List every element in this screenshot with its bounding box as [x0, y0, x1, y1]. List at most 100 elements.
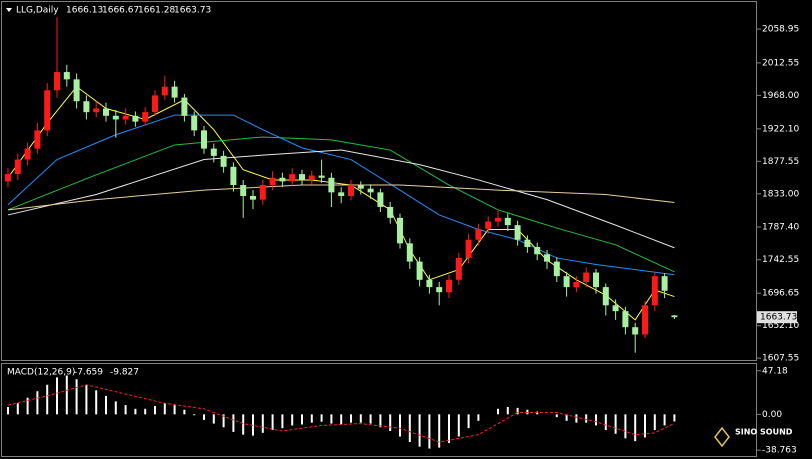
candle-body — [514, 225, 521, 240]
candle-body — [83, 101, 90, 113]
macd-bar — [154, 406, 156, 415]
y-tick-label: 1607.55 — [762, 354, 799, 364]
candle-body — [642, 305, 648, 335]
macd-bar — [105, 395, 107, 415]
macd-bar — [428, 414, 431, 449]
macd-bar — [212, 414, 215, 424]
indicator-line — [7, 136, 675, 273]
y-tick-label: 1968.00 — [762, 91, 799, 101]
macd-bar — [85, 384, 88, 415]
macd-bar — [75, 379, 78, 415]
y-tick-label: 2058.95 — [762, 25, 799, 35]
macd-bar — [673, 414, 676, 422]
macd-bar — [575, 414, 578, 423]
candle-body — [93, 108, 100, 113]
candle-body — [583, 272, 590, 283]
macd-bar — [408, 414, 411, 443]
candle-body — [426, 279, 433, 288]
candle-body — [553, 261, 560, 277]
candle-body — [122, 115, 129, 120]
candle-body — [602, 287, 609, 306]
macd-bar — [46, 384, 49, 415]
candle-body — [279, 177, 286, 182]
header-arrow — [6, 8, 12, 12]
macd-title: MACD(12,26,9) — [7, 368, 75, 378]
macd-bar — [457, 414, 460, 437]
candle-body — [201, 130, 207, 149]
macd-bar — [26, 397, 29, 415]
macd-signal-value: -9.827 — [110, 368, 139, 378]
macd-bar — [232, 414, 235, 432]
macd-bar — [369, 414, 372, 424]
candle-body — [563, 276, 570, 288]
candle-body — [573, 282, 580, 288]
candle-body — [142, 112, 149, 122]
candle-body — [210, 148, 217, 156]
y-tick-label: 47.18 — [762, 366, 788, 376]
candle-body — [377, 192, 384, 207]
macd-value: -7.659 — [74, 368, 103, 378]
candle-body — [387, 206, 394, 218]
macd-bar — [497, 408, 499, 415]
candle-body — [446, 279, 452, 293]
candle-body — [406, 243, 413, 262]
macd-bar — [448, 414, 450, 443]
macd-bar — [16, 403, 19, 415]
candle-body — [152, 95, 158, 113]
candle-body — [504, 217, 511, 226]
candle-body — [103, 108, 109, 116]
macd-bar — [242, 414, 245, 435]
macd-bar — [663, 414, 666, 426]
candle-body — [191, 115, 198, 131]
logo-diamond — [714, 426, 730, 448]
y-tick-label: 2012.55 — [762, 58, 799, 68]
candle-body — [161, 86, 168, 96]
macd-bar — [222, 414, 225, 428]
candle-body — [671, 315, 678, 318]
macd-bar — [95, 390, 98, 415]
header-low: 1661.28 — [138, 6, 175, 16]
y-tick-label: 1877.55 — [762, 157, 799, 167]
candle-body — [269, 177, 276, 186]
macd-bar — [438, 414, 441, 448]
macd-bar — [565, 414, 568, 421]
y-tick-label: 1696.65 — [762, 289, 799, 299]
candle-body — [230, 166, 237, 186]
macd-bar — [604, 414, 607, 431]
macd-bar — [516, 407, 519, 415]
macd-bar — [624, 414, 627, 439]
candle-body — [299, 174, 305, 180]
macd-bar — [614, 414, 617, 434]
candle-body — [259, 185, 266, 200]
macd-bar — [114, 401, 117, 415]
y-tick-label: 1652.10 — [762, 321, 799, 331]
candle-body — [24, 148, 31, 160]
macd-bar — [340, 414, 343, 425]
candle-body — [112, 115, 119, 120]
candle-body — [240, 185, 247, 196]
macd-bar — [467, 414, 470, 429]
candle-body — [348, 185, 354, 196]
y-tick-label: 1922.10 — [762, 124, 799, 134]
macd-bar — [506, 406, 509, 415]
macd-bar — [389, 414, 392, 431]
candle-body — [495, 217, 501, 222]
candle-body — [455, 257, 462, 280]
macd-panel-frame — [1, 363, 757, 457]
macd-bar — [124, 405, 127, 415]
candle-body — [338, 192, 345, 196]
indicator-line — [7, 149, 675, 249]
macd-bar — [477, 414, 480, 421]
candle-body — [34, 130, 41, 149]
price-panel-frame — [1, 1, 757, 361]
candle-body — [171, 86, 178, 98]
current-price-box — [757, 311, 797, 324]
y-tick-label: 1833.00 — [762, 189, 799, 199]
candle-body — [181, 97, 188, 116]
macd-bar — [555, 414, 558, 418]
candle-body — [5, 174, 11, 182]
macd-bar — [163, 403, 166, 415]
candle-body — [63, 72, 70, 80]
